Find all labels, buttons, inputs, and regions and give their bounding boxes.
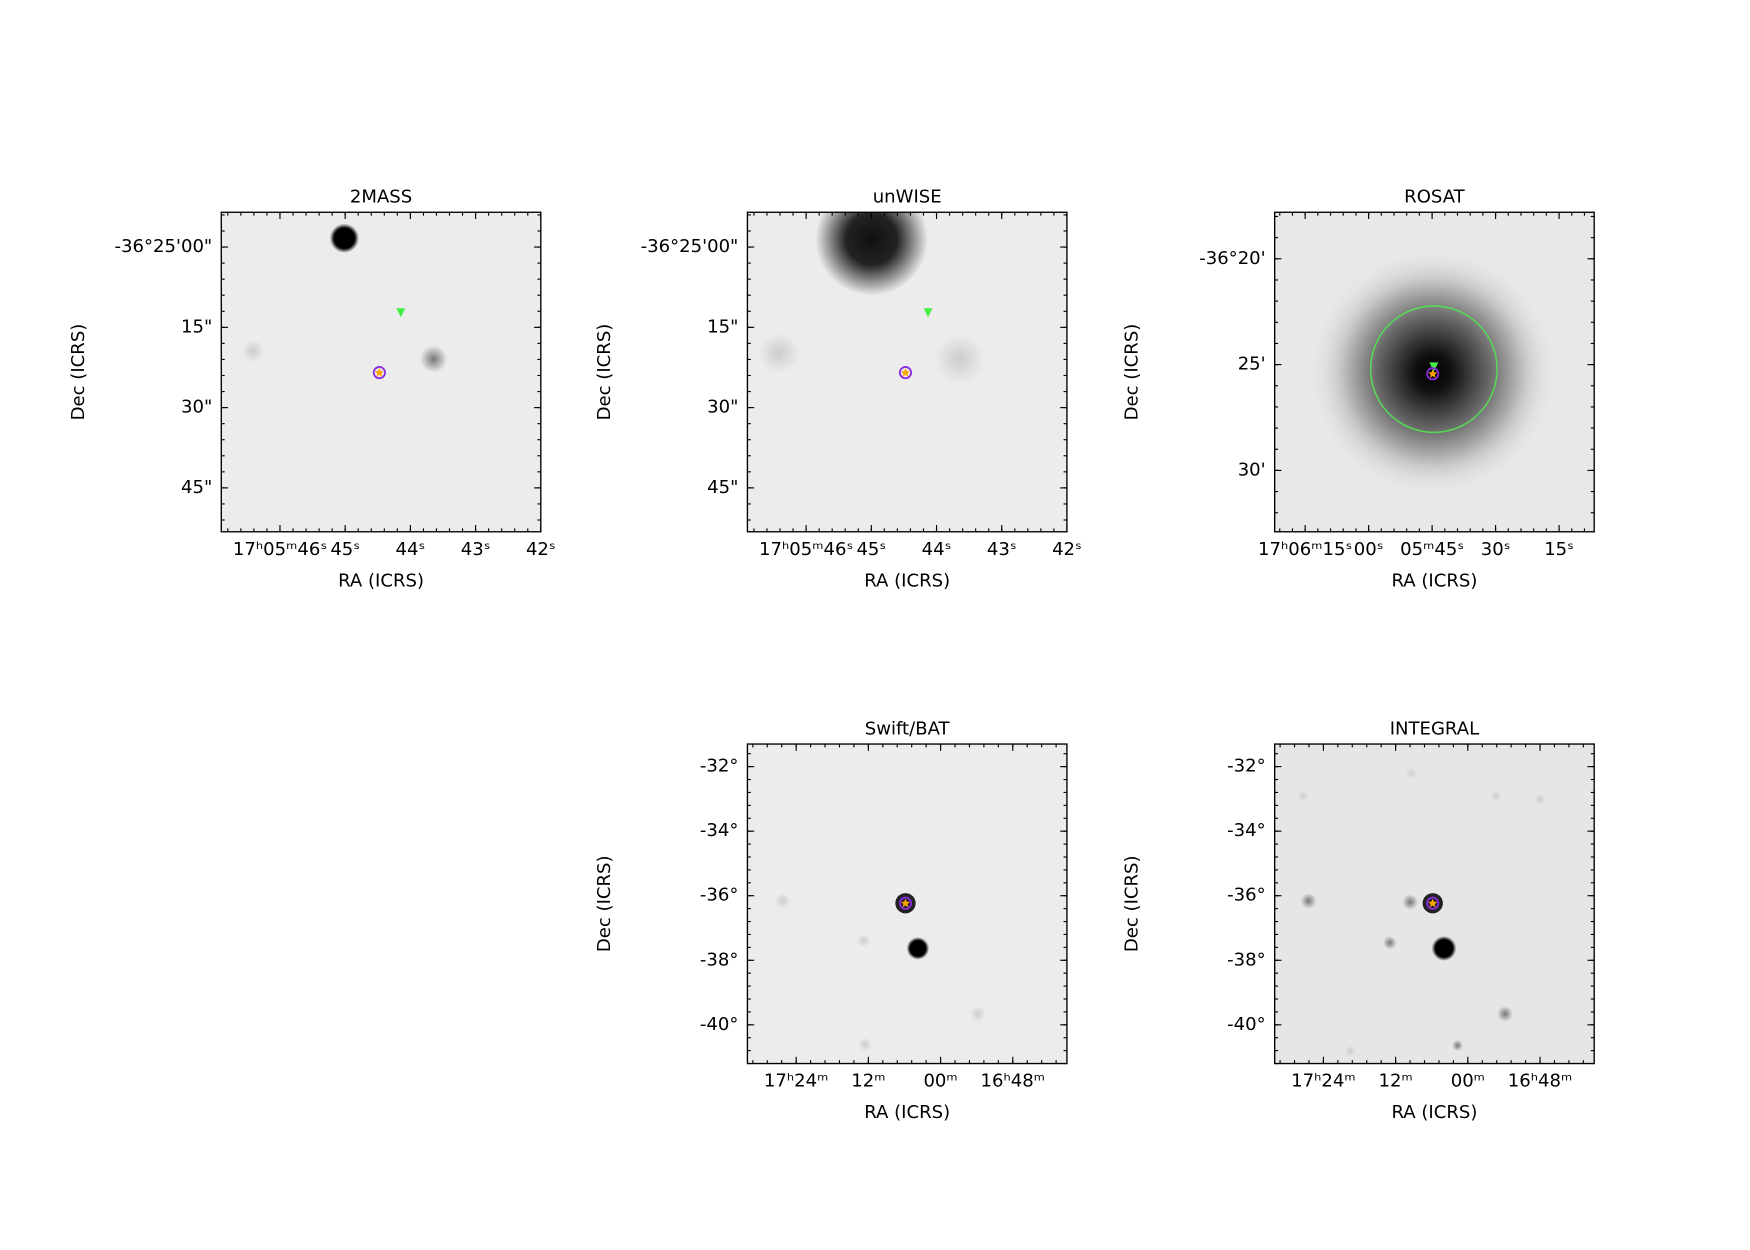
- x-tick-label: 44ˢ: [922, 539, 952, 560]
- x-tick-label: 17ʰ05ᵐ46ˢ: [233, 539, 327, 560]
- axes-frame: [220, 211, 542, 533]
- x-tick-label: 30ˢ: [1481, 539, 1511, 560]
- x-tick-label: 43ˢ: [987, 539, 1017, 560]
- x-tick-label: 12ᵐ: [1379, 1071, 1413, 1092]
- image-swift-bat: [747, 744, 1067, 1064]
- y-axis-label: Dec (ICRS): [594, 855, 615, 952]
- x-tick-label: 42ˢ: [526, 539, 556, 560]
- x-axis-label: RA (ICRS): [864, 570, 950, 591]
- panel-title: unWISE: [873, 187, 942, 208]
- x-tick-label: 00ᵐ: [1451, 1071, 1485, 1092]
- y-tick-label: 45": [707, 477, 738, 498]
- axes-frame: [1274, 743, 1595, 1065]
- y-tick-label: -36°25'00": [115, 236, 213, 257]
- x-tick-label: 12ᵐ: [851, 1071, 885, 1092]
- y-tick-label: -40°: [700, 1014, 738, 1035]
- axes-frame: [1274, 211, 1595, 533]
- panel-title: INTEGRAL: [1390, 718, 1479, 739]
- image-integral: [1274, 744, 1595, 1064]
- y-axis-label: Dec (ICRS): [594, 324, 615, 421]
- y-tick-label: -32°: [700, 756, 738, 777]
- axes-frame: [746, 211, 1068, 533]
- x-tick-label: 42ˢ: [1052, 539, 1082, 560]
- y-tick-label: 30": [707, 397, 738, 418]
- x-tick-label: 00ᵐ: [923, 1071, 957, 1092]
- x-tick-label: 45ˢ: [856, 539, 886, 560]
- x-tick-label: 17ʰ24ᵐ: [1291, 1071, 1355, 1092]
- x-tick-label: 17ʰ06ᵐ15ˢ: [1258, 539, 1352, 560]
- y-tick-label: -40°: [1227, 1014, 1266, 1035]
- x-axis-label: RA (ICRS): [1391, 570, 1477, 591]
- panel-title: 2MASS: [350, 187, 412, 208]
- y-axis-label: Dec (ICRS): [1121, 324, 1142, 421]
- x-axis-label: RA (ICRS): [864, 1102, 950, 1123]
- y-tick-label: -34°: [700, 820, 738, 841]
- y-tick-label: -32°: [1227, 756, 1266, 777]
- y-tick-label: -36°25'00": [641, 236, 739, 257]
- image-rosat: [1274, 212, 1595, 532]
- x-tick-label: 43ˢ: [461, 539, 491, 560]
- y-tick-label: -36°: [1227, 885, 1266, 906]
- x-axis-label: RA (ICRS): [338, 570, 424, 591]
- y-tick-label: 45": [181, 477, 212, 498]
- x-tick-label: 44ˢ: [396, 539, 426, 560]
- y-tick-label: 30": [181, 397, 212, 418]
- x-axis-label: RA (ICRS): [1391, 1102, 1477, 1123]
- image-unwise: [747, 212, 1067, 532]
- panel-title: ROSAT: [1404, 187, 1465, 208]
- y-tick-label: -36°20': [1199, 248, 1265, 269]
- x-tick-label: 45ˢ: [330, 539, 360, 560]
- x-tick-label: 17ʰ05ᵐ46ˢ: [759, 539, 853, 560]
- x-tick-label: 16ʰ48ᵐ: [981, 1071, 1045, 1092]
- y-tick-label: -36°: [700, 885, 738, 906]
- y-tick-label: -38°: [1227, 949, 1266, 970]
- x-tick-label: 15ˢ: [1544, 539, 1574, 560]
- y-tick-label: 15": [181, 316, 212, 337]
- y-axis-label: Dec (ICRS): [68, 324, 89, 421]
- x-tick-label: 05ᵐ45ˢ: [1400, 539, 1464, 560]
- panel-title: Swift/BAT: [865, 718, 951, 739]
- axes-frame: [746, 743, 1068, 1065]
- y-tick-label: 30': [1238, 459, 1266, 480]
- y-tick-label: 15": [707, 316, 738, 337]
- y-tick-label: 25': [1238, 354, 1266, 375]
- y-tick-label: -38°: [700, 949, 738, 970]
- x-tick-label: 17ʰ24ᵐ: [764, 1071, 828, 1092]
- x-tick-label: 00ˢ: [1354, 539, 1384, 560]
- y-axis-label: Dec (ICRS): [1121, 855, 1142, 952]
- x-tick-label: 16ʰ48ᵐ: [1508, 1071, 1572, 1092]
- y-tick-label: -34°: [1227, 820, 1266, 841]
- image-2mass: [221, 212, 541, 532]
